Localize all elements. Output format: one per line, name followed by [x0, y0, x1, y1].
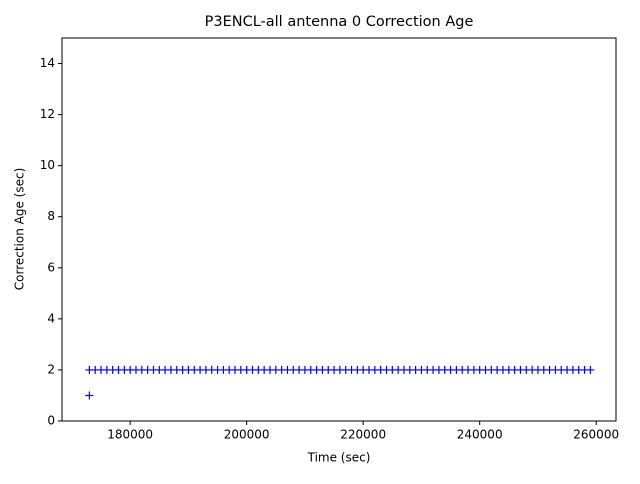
y-tick-label: 2 [47, 362, 55, 376]
x-tick-label: 240000 [457, 428, 503, 442]
x-tick-label: 180000 [107, 428, 153, 442]
y-tick-label: 6 [47, 260, 55, 274]
y-tick-label: 0 [47, 414, 55, 428]
data-point [586, 365, 595, 374]
y-tick-label: 8 [47, 209, 55, 223]
x-tick-label: 200000 [224, 428, 270, 442]
y-axis-label: Correction Age (sec) [13, 168, 27, 291]
chart-title: P3ENCL-all antenna 0 Correction Age [205, 14, 474, 30]
y-tick-label: 14 [40, 56, 55, 70]
y-tick-label: 10 [40, 158, 55, 172]
x-tick-label: 260000 [573, 428, 619, 442]
data-point [85, 391, 94, 400]
y-tick-label: 4 [47, 311, 55, 325]
plot-frame [61, 37, 617, 422]
x-axis-label: Time (sec) [307, 451, 371, 465]
y-tick-label: 12 [40, 107, 55, 121]
x-tick-label: 220000 [340, 428, 386, 442]
